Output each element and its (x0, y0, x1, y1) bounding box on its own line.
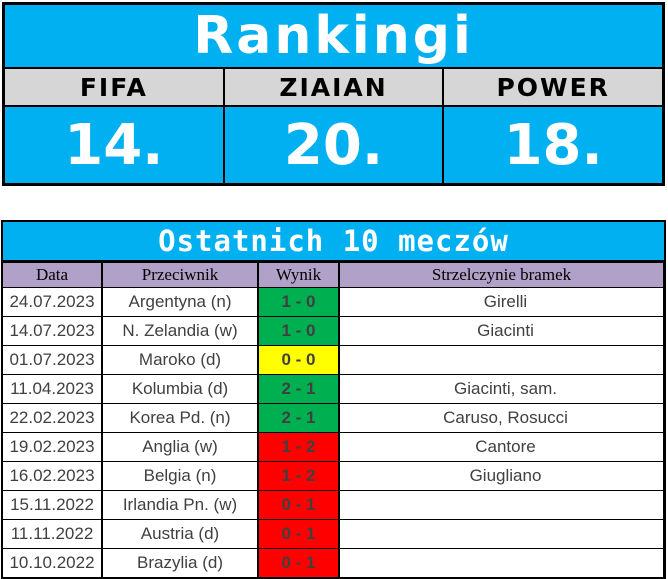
match-scorers (338, 345, 664, 375)
match-opponent: Irlandia Pn. (w) (101, 490, 259, 520)
match-row: 19.02.2023 Anglia (w) 1 - 2 Cantore (3, 432, 664, 462)
match-scorers (338, 490, 664, 520)
match-row: 10.10.2022 Brazylia (d) 0 - 1 (3, 548, 664, 577)
rankings-value-row: 14. 20. 18. (5, 107, 662, 183)
match-scorers: Caruso, Rosucci (338, 403, 664, 433)
match-score: 0 - 0 (257, 345, 340, 375)
match-opponent: Kolumbia (d) (101, 374, 259, 404)
match-score: 1 - 0 (257, 287, 340, 317)
rank-label-ziaian: ZIAIAN (222, 69, 443, 105)
matches-table: Data Przeciwnik Wynik Strzelczynie brame… (3, 262, 664, 577)
match-date: 10.10.2022 (3, 548, 103, 577)
match-score: 1 - 2 (257, 461, 340, 491)
match-date: 19.02.2023 (3, 432, 103, 462)
match-date: 01.07.2023 (3, 345, 103, 375)
match-opponent: N. Zelandia (w) (101, 316, 259, 346)
header-scorers: Strzelczynie bramek (338, 262, 664, 288)
match-row: 16.02.2023 Belgia (n) 1 - 2 Giugliano (3, 461, 664, 491)
rank-label-power: POWER (442, 69, 662, 105)
match-row: 01.07.2023 Maroko (d) 0 - 0 (3, 345, 664, 375)
match-opponent: Maroko (d) (101, 345, 259, 375)
match-scorers: Giugliano (338, 461, 664, 491)
match-scorers (338, 548, 664, 577)
rankings-label-row: FIFA ZIAIAN POWER (5, 67, 662, 107)
match-score: 0 - 1 (257, 548, 340, 577)
last-matches-panel: Ostatnich 10 meczów Data Przeciwnik Wyni… (1, 220, 666, 579)
match-date: 14.07.2023 (3, 316, 103, 346)
match-row: 14.07.2023 N. Zelandia (w) 1 - 0 Giacint… (3, 316, 664, 346)
rankings-title: Rankingi (5, 5, 662, 67)
match-date: 22.02.2023 (3, 403, 103, 433)
match-scorers: Giacinti (338, 316, 664, 346)
header-opponent: Przeciwnik (101, 262, 259, 288)
match-row: 11.11.2022 Austria (d) 0 - 1 (3, 519, 664, 549)
match-row: 15.11.2022 Irlandia Pn. (w) 0 - 1 (3, 490, 664, 520)
match-opponent: Argentyna (n) (101, 287, 259, 317)
match-scorers: Cantore (338, 432, 664, 462)
match-row: 22.02.2023 Korea Pd. (n) 2 - 1 Caruso, R… (3, 403, 664, 433)
match-opponent: Korea Pd. (n) (101, 403, 259, 433)
match-opponent: Belgia (n) (101, 461, 259, 491)
match-date: 11.11.2022 (3, 519, 103, 549)
match-scorers: Girelli (338, 287, 664, 317)
match-score: 2 - 1 (257, 403, 340, 433)
matches-header-row: Data Przeciwnik Wynik Strzelczynie brame… (3, 262, 664, 288)
last-matches-title: Ostatnich 10 meczów (3, 222, 664, 262)
rank-value-power: 18. (442, 107, 662, 183)
rankings-panel: Rankingi FIFA ZIAIAN POWER 14. 20. 18. (2, 2, 665, 186)
rank-label-fifa: FIFA (79, 72, 148, 102)
match-date: 16.02.2023 (3, 461, 103, 491)
match-opponent: Brazylia (d) (101, 548, 259, 577)
match-date: 24.07.2023 (3, 287, 103, 317)
match-row: 11.04.2023 Kolumbia (d) 2 - 1 Giacinti, … (3, 374, 664, 404)
match-scorers: Giacinti, sam. (338, 374, 664, 404)
match-score: 0 - 1 (257, 519, 340, 549)
rank-value-fifa: 14. (64, 112, 164, 178)
header-score: Wynik (257, 262, 340, 288)
match-date: 15.11.2022 (3, 490, 103, 520)
rank-value-ziaian: 20. (222, 107, 443, 183)
header-date: Data (3, 262, 103, 288)
match-score: 0 - 1 (257, 490, 340, 520)
match-score: 2 - 1 (257, 374, 340, 404)
match-score: 1 - 2 (257, 432, 340, 462)
match-scorers (338, 519, 664, 549)
match-opponent: Austria (d) (101, 519, 259, 549)
match-score: 1 - 0 (257, 316, 340, 346)
match-opponent: Anglia (w) (101, 432, 259, 462)
match-date: 11.04.2023 (3, 374, 103, 404)
match-row: 24.07.2023 Argentyna (n) 1 - 0 Girelli (3, 287, 664, 317)
